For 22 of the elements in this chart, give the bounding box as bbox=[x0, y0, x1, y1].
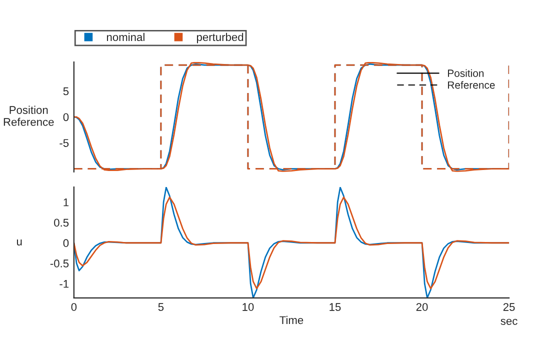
y-axis-title: Position Reference bbox=[4, 106, 54, 126]
y-axis-title: u bbox=[16, 239, 22, 246]
legend-label: perturbed bbox=[196, 32, 244, 44]
x-tick-label: 10 bbox=[242, 303, 254, 311]
y-tick-label: 0.5 bbox=[54, 218, 69, 227]
x-tick-label: 15 bbox=[330, 303, 341, 311]
y-tick-label: 1 bbox=[64, 198, 69, 206]
y-tick-label: -1 bbox=[60, 280, 69, 288]
annotation: Reference bbox=[448, 81, 495, 89]
y-tick-label: 0 bbox=[63, 113, 69, 122]
x-tick-label: 25 bbox=[503, 303, 515, 311]
annotation: Position bbox=[448, 69, 484, 77]
x-tick-label: 20 bbox=[416, 303, 428, 311]
x-tick-label: 0 bbox=[71, 303, 77, 311]
x-axis-title: Time bbox=[280, 316, 304, 324]
x-tick-label: 5 bbox=[158, 303, 164, 311]
y-tick-label: -5 bbox=[60, 139, 69, 147]
text: sec bbox=[500, 318, 518, 325]
legend-label: nominal bbox=[106, 32, 144, 42]
y-tick-label: 5 bbox=[63, 87, 69, 96]
y-tick-label: -0.5 bbox=[50, 260, 69, 268]
y-tick-label: 0 bbox=[63, 239, 69, 248]
